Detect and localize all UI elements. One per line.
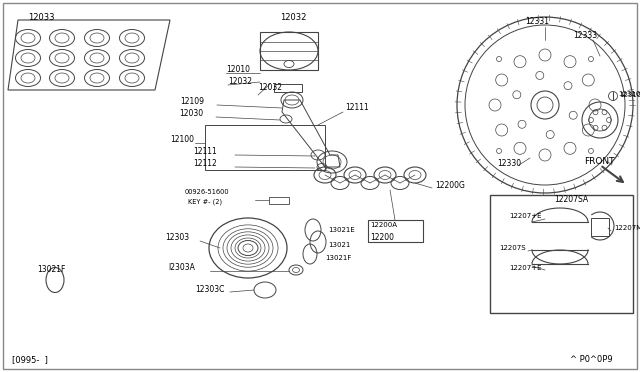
Text: 12207SA: 12207SA xyxy=(554,196,588,205)
Text: ^ P0^0P9: ^ P0^0P9 xyxy=(570,356,612,365)
Text: 12112: 12112 xyxy=(193,160,217,169)
Text: 12303: 12303 xyxy=(165,234,189,243)
Text: 12331: 12331 xyxy=(525,17,549,26)
Text: 12010: 12010 xyxy=(226,65,250,74)
Text: 12207S: 12207S xyxy=(499,245,525,251)
Text: 12207+E: 12207+E xyxy=(509,265,541,271)
Text: 12200G: 12200G xyxy=(435,180,465,189)
Text: 12111: 12111 xyxy=(345,103,369,112)
Text: 12033: 12033 xyxy=(28,13,54,22)
Bar xyxy=(591,218,609,236)
Bar xyxy=(269,197,289,204)
Text: 12032: 12032 xyxy=(258,83,282,93)
Text: 12100: 12100 xyxy=(170,135,194,144)
Text: 12200A: 12200A xyxy=(370,222,397,228)
Text: 12032: 12032 xyxy=(228,77,252,87)
Text: FRONT: FRONT xyxy=(584,157,614,167)
Text: 13021F: 13021F xyxy=(325,255,351,261)
Text: 12111: 12111 xyxy=(193,148,217,157)
Text: KEY #- (2): KEY #- (2) xyxy=(188,199,222,205)
Text: 12310A: 12310A xyxy=(618,91,640,97)
Text: 12200: 12200 xyxy=(370,232,394,241)
Text: 12330: 12330 xyxy=(497,158,521,167)
Text: 12032: 12032 xyxy=(280,13,307,22)
Text: 13021: 13021 xyxy=(328,242,350,248)
Text: l2303A: l2303A xyxy=(168,263,195,273)
Text: 13021F: 13021F xyxy=(37,266,65,275)
Text: 12207+E: 12207+E xyxy=(509,213,541,219)
Text: 12310A: 12310A xyxy=(619,92,640,98)
Text: 12109: 12109 xyxy=(180,97,204,106)
Bar xyxy=(490,195,633,313)
Bar xyxy=(274,84,302,92)
Bar xyxy=(205,125,325,170)
Text: [0995-  ]: [0995- ] xyxy=(12,356,48,365)
Text: 12303C: 12303C xyxy=(195,285,225,295)
Text: 13021E: 13021E xyxy=(328,227,355,233)
Text: 12030: 12030 xyxy=(179,109,203,119)
Bar xyxy=(368,220,423,242)
Text: 12333: 12333 xyxy=(573,31,597,39)
Bar xyxy=(260,32,318,70)
Text: 00926-51600: 00926-51600 xyxy=(185,189,230,195)
Text: 12207M: 12207M xyxy=(614,225,640,231)
